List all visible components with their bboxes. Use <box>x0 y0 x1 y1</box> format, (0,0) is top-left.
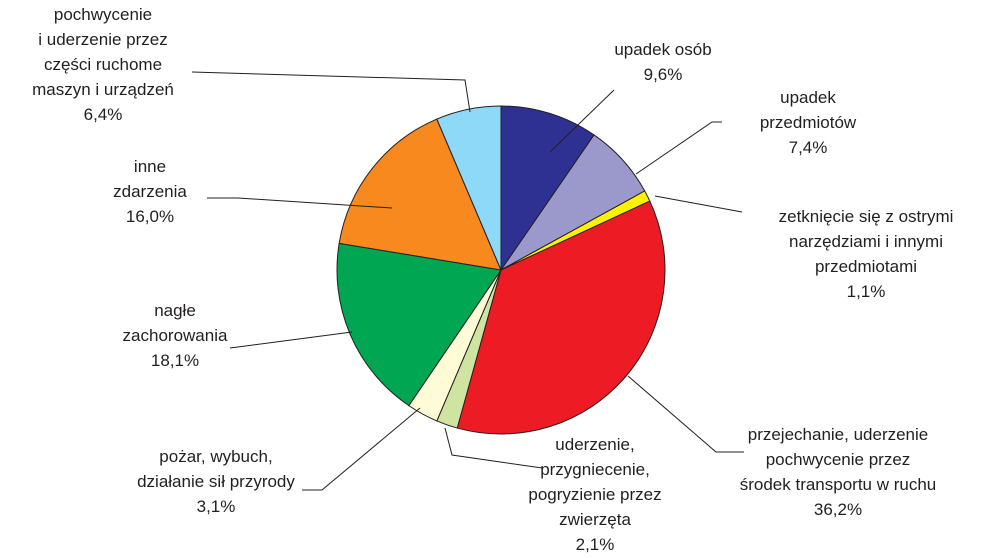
label-line: zachorowania <box>123 326 228 345</box>
leader-line <box>654 195 743 213</box>
label-line: zdarzenia <box>113 182 187 201</box>
label-line: części ruchome <box>44 55 162 74</box>
label-line: maszyn i urządzeń <box>32 80 174 99</box>
slice-label: pożar, wybuch, działanie sił przyrody 3,1% <box>137 447 295 516</box>
label-line: inne <box>134 157 166 176</box>
pie-slice <box>336 242 502 407</box>
label-line: działanie sił przyrody <box>137 472 295 491</box>
value-label: 16,0% <box>126 207 174 226</box>
leader-line <box>444 427 543 469</box>
leader-line <box>207 197 393 209</box>
value-label: 2,1% <box>576 535 615 553</box>
value-label: 36,2% <box>814 500 862 519</box>
slice-label: upadek przedmiotów 7,4% <box>760 88 857 157</box>
pie-slice <box>500 105 595 272</box>
slice-label: uderzenie, przygniecenie, pogryzienie prze… <box>528 435 661 553</box>
pie-slice <box>338 118 502 271</box>
label-line: nagłe <box>154 301 196 320</box>
slice-label: pochwycenie i uderzenie przez części rucho… <box>32 5 174 124</box>
pie-slice <box>436 105 502 271</box>
label-line: uderzenie, <box>555 435 634 454</box>
label-line: przedmiotów <box>760 113 857 132</box>
slice-label: przejechanie, uderzenie pochwycenie przez… <box>740 425 937 519</box>
label-line: upadek <box>780 88 836 107</box>
label-line: przejechanie, uderzenie <box>748 425 929 444</box>
slice-label: inne zdarzenia 16,0% <box>113 157 187 226</box>
label-line: i uderzenie przez <box>38 30 167 49</box>
label-line: pożar, wybuch, <box>159 447 272 466</box>
label-line: pogryzienie przez <box>528 485 661 504</box>
label-line: przygniecenie, <box>540 460 650 479</box>
leader-line <box>549 89 615 153</box>
leader-line <box>635 121 722 175</box>
label-line: środek transportu w ruchu <box>740 475 937 494</box>
value-label: 6,4% <box>84 105 123 124</box>
slice-label: upadek osób 9,6% <box>614 40 711 84</box>
leader-line <box>302 407 421 491</box>
slice-label: nagłe zachorowania 18,1% <box>123 301 228 370</box>
leader-line <box>191 71 471 113</box>
label-line: zwierzęta <box>559 510 631 529</box>
value-label: 3,1% <box>197 497 236 516</box>
pie-slice <box>456 200 666 435</box>
label-line: upadek osób <box>614 40 711 59</box>
label-line: przedmiotami <box>815 257 917 276</box>
slice-label: zetknięcie się z ostrymi narzędziami i in… <box>779 207 954 301</box>
value-label: 7,4% <box>789 138 828 157</box>
label-line: pochwycenie przez <box>766 450 911 469</box>
leader-line <box>229 331 353 349</box>
label-line: zetknięcie się z ostrymi <box>779 207 954 226</box>
label-line: pochwycenie <box>54 5 152 24</box>
label-line: narzędziami i innymi <box>789 232 943 251</box>
value-label: 1,1% <box>847 282 886 301</box>
value-label: 18,1% <box>151 351 199 370</box>
value-label: 9,6% <box>644 65 683 84</box>
leader-line <box>627 375 744 453</box>
